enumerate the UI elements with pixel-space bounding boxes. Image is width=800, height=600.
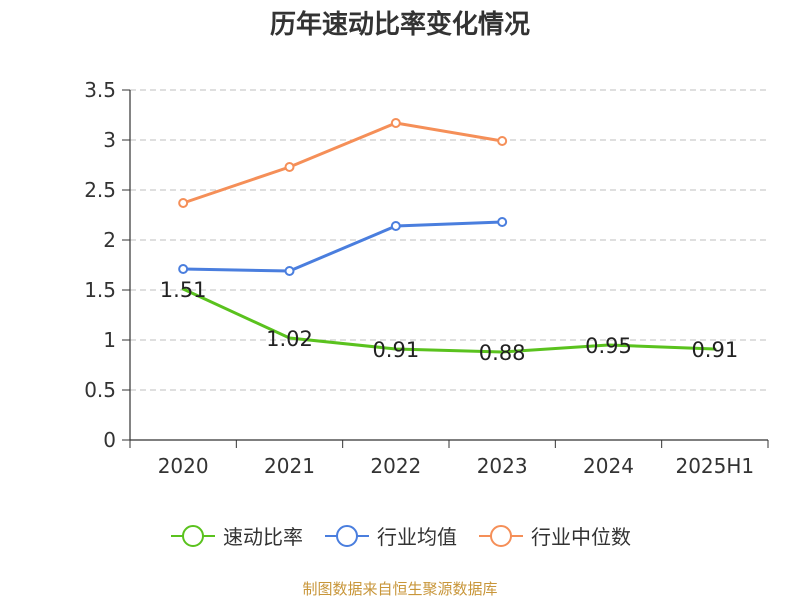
data-label: 1.02 [266,327,313,351]
legend-item-quick-ratio[interactable]: 速动比率 [169,521,303,550]
y-tick-label: 1 [103,328,116,352]
data-point-1-1 [284,266,295,276]
y-tick-label: 3 [103,128,116,152]
data-label: 0.91 [691,338,738,362]
y-tick-label: 3.5 [84,78,116,102]
legend-label-quick-ratio: 速动比率 [223,525,303,549]
chart-legend: 速动比率 行业均值 行业中位数 [0,521,800,550]
data-label: 0.88 [479,341,526,365]
y-tick-label: 1.5 [84,278,116,302]
x-tick-label: 2021 [264,454,315,478]
x-tick-label: 2024 [583,454,634,478]
y-tick-label: 0.5 [84,378,116,402]
series-line-1 [181,220,504,273]
y-tick-label: 2.5 [84,178,116,202]
x-tick-label: 2020 [158,454,209,478]
source-note: 制图数据来自恒生聚源数据库 [302,580,498,598]
y-tick-label: 0 [103,428,116,452]
series-line-2 [181,121,504,205]
data-label: 1.51 [160,278,207,302]
data-point-2-0 [178,198,189,208]
legend-label-industry-median: 行业中位数 [531,525,631,549]
legend-marker-industry-mean-icon [325,524,369,547]
chart-title: 历年速动比率变化情况 [269,10,530,40]
x-tick-label: 2023 [477,454,528,478]
x-tick-label: 2025H1 [675,454,754,478]
legend-label-industry-mean: 行业均值 [377,525,457,549]
y-tick-label: 2 [103,228,116,252]
legend-item-industry-mean[interactable]: 行业均值 [323,521,457,550]
legend-marker-industry-median-icon [479,524,523,547]
data-label: 0.95 [585,334,632,358]
x-tick-label: 2022 [370,454,421,478]
series-line-0 [181,287,717,354]
data-point-2-3 [497,136,508,146]
data-label: 0.91 [372,338,419,362]
data-point-1-0 [178,264,189,274]
data-point-2-2 [390,118,401,128]
data-point-2-1 [284,162,295,172]
data-point-1-3 [497,217,508,227]
data-point-1-2 [390,221,401,231]
legend-item-industry-median[interactable]: 行业中位数 [477,521,631,550]
legend-marker-quick-ratio-icon [171,524,215,547]
